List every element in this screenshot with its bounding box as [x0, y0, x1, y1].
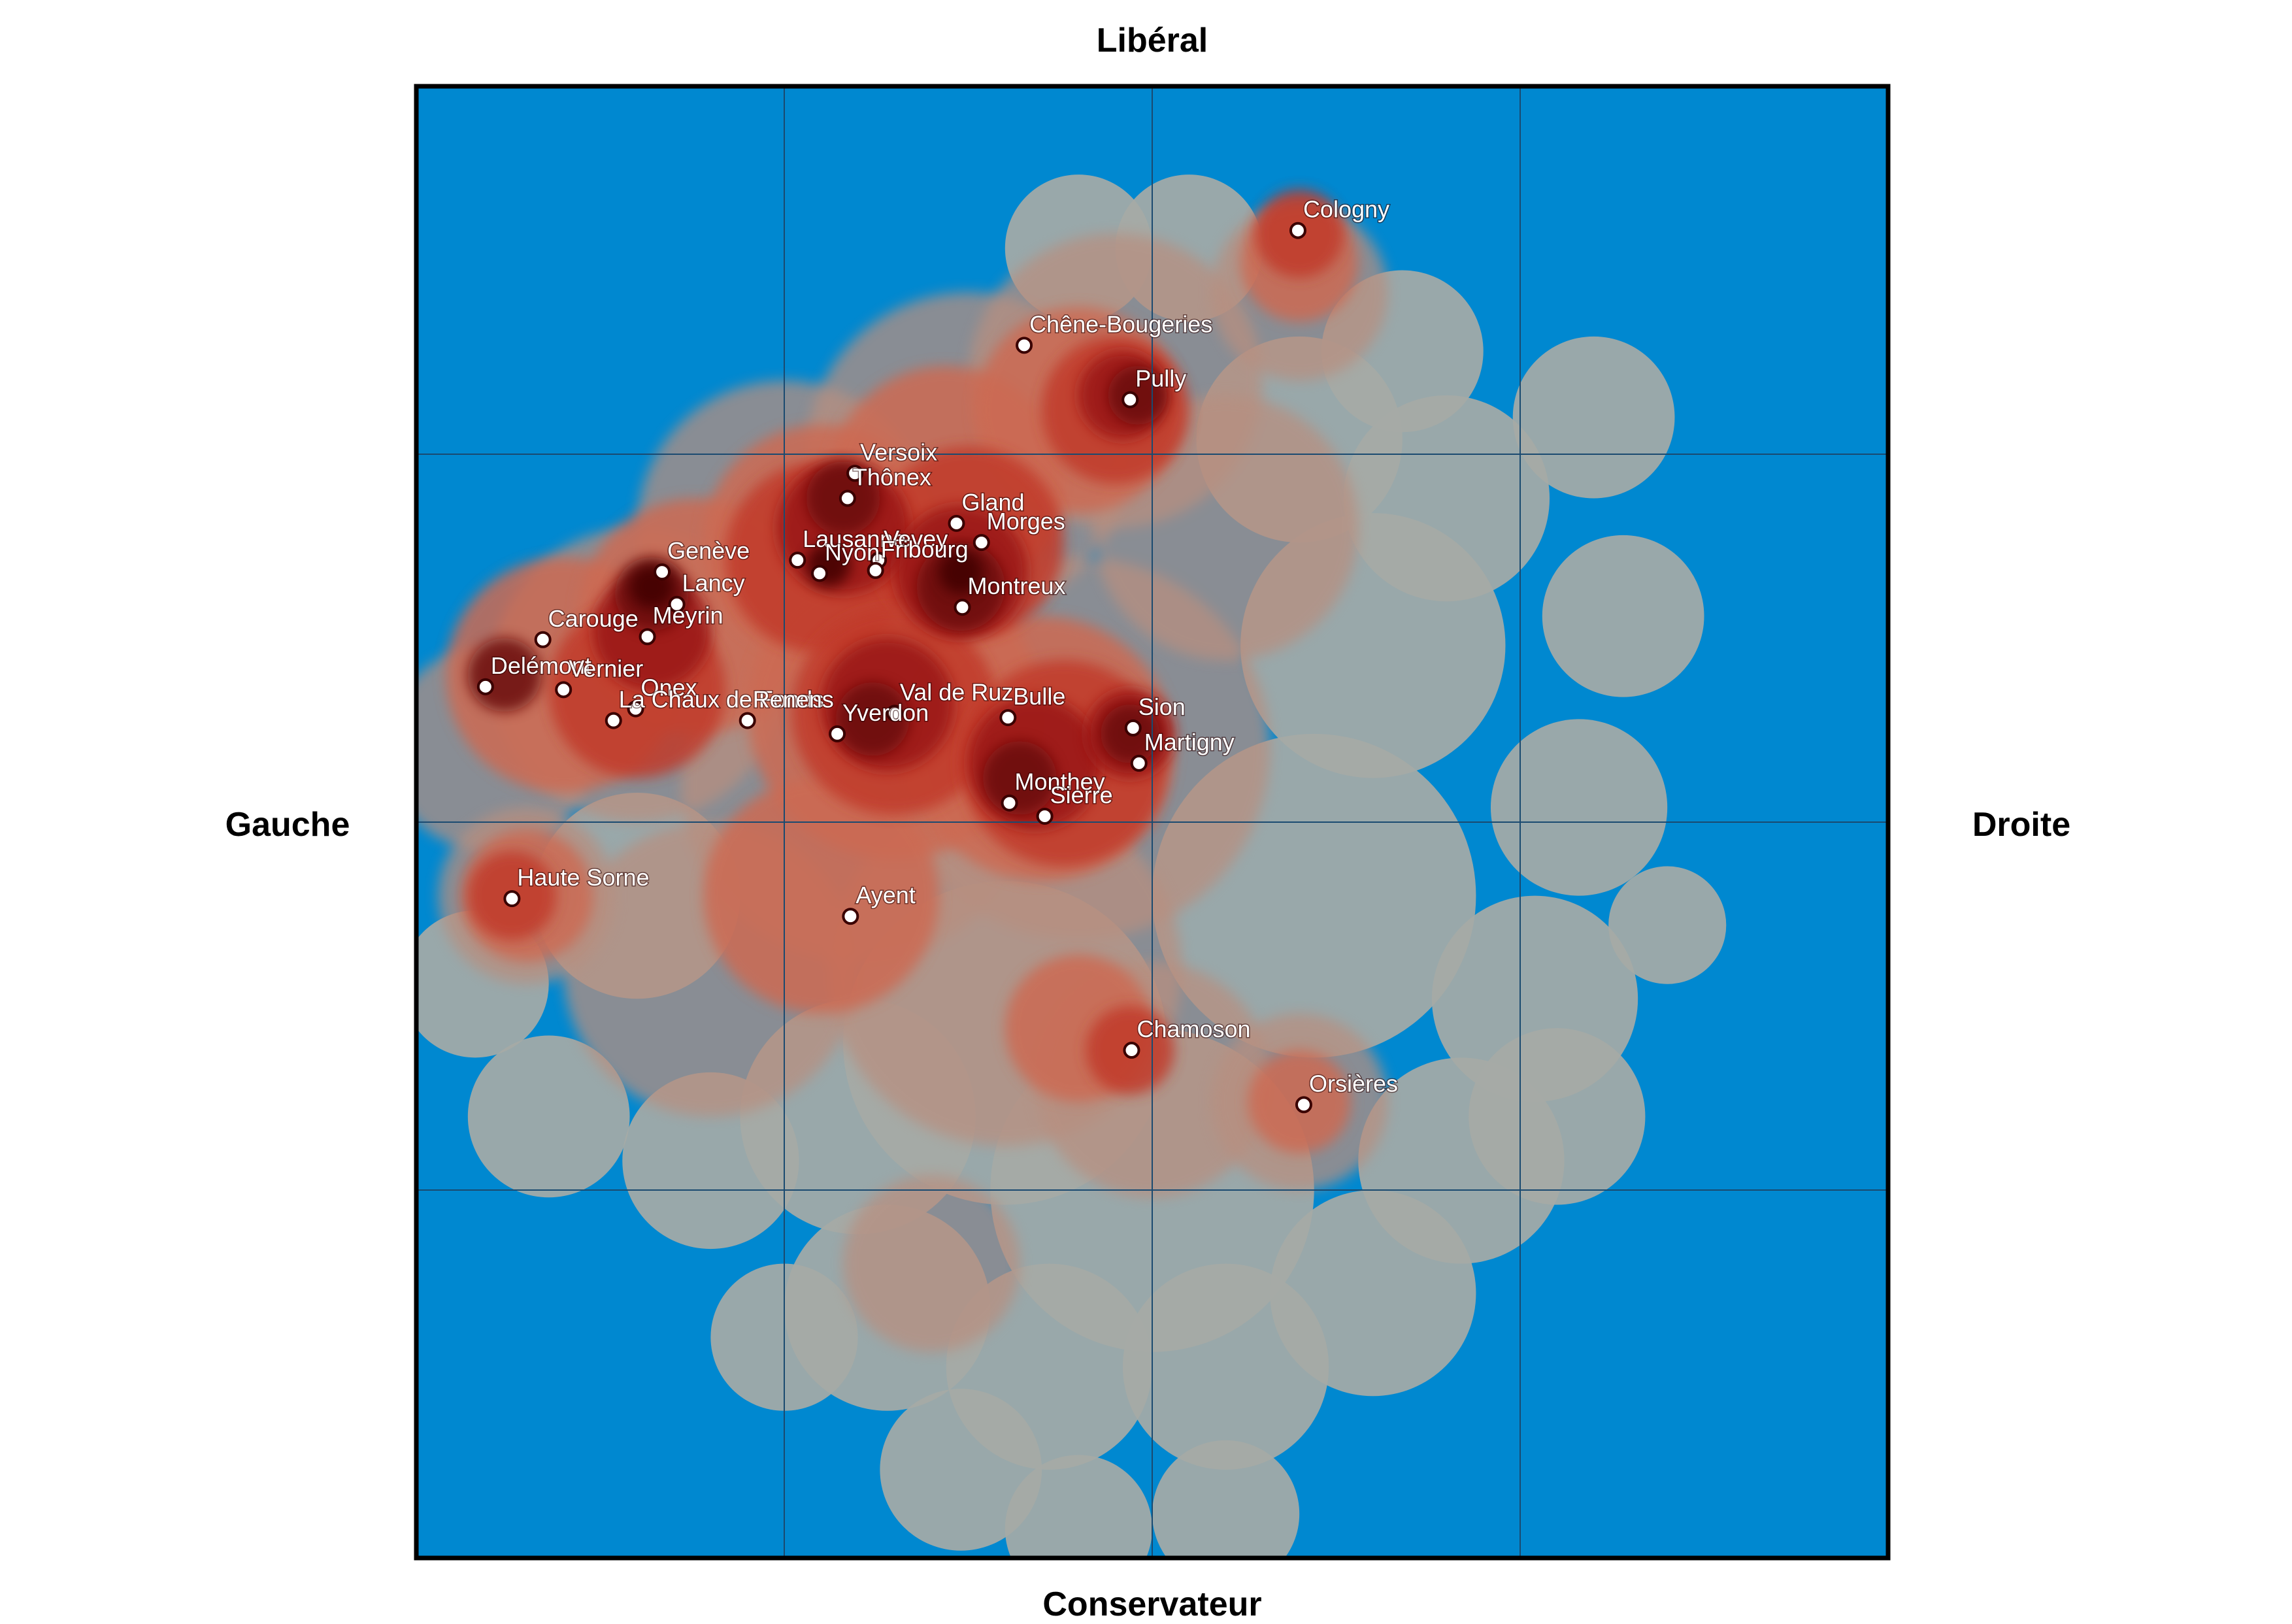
- city-label: Genève: [667, 537, 750, 564]
- city-point: [789, 552, 806, 569]
- density-blob: [1490, 719, 1668, 896]
- city-points: [476, 222, 1312, 1114]
- city-point: [555, 681, 573, 699]
- city-point: [811, 565, 829, 582]
- city-label: Martigny: [1144, 729, 1235, 755]
- axis-label-bottom: Conservateur: [1042, 1585, 1262, 1623]
- city-point: [534, 631, 552, 648]
- grid-lines: [416, 86, 1888, 1558]
- city-label: Montreux: [967, 572, 1065, 599]
- density-blob: [1152, 1440, 1300, 1558]
- city-point: [846, 465, 864, 482]
- city-point: [948, 514, 965, 532]
- city-point: [668, 595, 686, 613]
- city-point: [1016, 337, 1033, 354]
- city-label: Lausanne: [803, 525, 906, 552]
- city-point: [476, 678, 494, 695]
- city-label: La Chaux de Fonds: [619, 686, 824, 713]
- city-labels: Cologny Chêne-Bougeries Pully VersoixThônex…: [490, 195, 1399, 1098]
- density-blob: [1469, 1028, 1646, 1205]
- city-label: Morges: [987, 508, 1065, 535]
- city-point: [1123, 1042, 1140, 1059]
- city-label: Bulle: [1013, 683, 1065, 710]
- city-label: Chêne-Bougeries: [1029, 310, 1212, 337]
- city-label: Meyrin: [653, 602, 723, 629]
- city-label: Nyon: [825, 539, 880, 565]
- city-label: Renens: [753, 686, 834, 713]
- axis-label-left: Gauche: [225, 806, 350, 844]
- city-label: Lancy: [682, 570, 745, 597]
- city-label: Chamoson: [1137, 1016, 1250, 1042]
- city-point: [1124, 719, 1142, 737]
- city-point: [627, 700, 644, 718]
- city-point: [605, 712, 622, 729]
- axis-label-right: Droite: [1972, 806, 2071, 844]
- city-point: [654, 563, 671, 581]
- city-point: [867, 561, 884, 579]
- city-label: Ayent: [855, 882, 915, 908]
- city-label: Gland: [961, 489, 1024, 516]
- city-point: [999, 709, 1017, 727]
- city-point: [1001, 794, 1018, 812]
- city-label: Haute Sorne: [517, 864, 649, 891]
- city-label: Delémont: [491, 652, 591, 679]
- city-label: Onex: [641, 674, 697, 701]
- city-point: [1289, 222, 1306, 239]
- density-blob: [1542, 535, 1704, 697]
- density-blob: [1608, 866, 1727, 984]
- city-point: [639, 628, 656, 646]
- city-label: Thônex: [853, 464, 931, 491]
- density-blob: [703, 778, 939, 1014]
- city-label: Yverdon: [842, 699, 929, 726]
- city-label: Cologny: [1303, 196, 1389, 223]
- city-point: [839, 489, 856, 507]
- density-blob: [938, 550, 984, 594]
- city-point: [842, 908, 859, 925]
- city-label: Pully: [1135, 365, 1186, 392]
- city-point: [829, 725, 846, 742]
- city-point: [1295, 1096, 1312, 1114]
- density-blob: [835, 682, 910, 756]
- city-label: Fribourg: [881, 536, 969, 563]
- city-point: [1121, 391, 1139, 408]
- city-label: Monthey: [1015, 769, 1105, 795]
- city-label: Orsières: [1309, 1070, 1398, 1097]
- axis-label-top: Libéral: [1096, 22, 1208, 59]
- city-label: Versoix: [860, 439, 937, 465]
- city-point: [886, 704, 903, 722]
- density-blob: [1005, 1455, 1152, 1558]
- city-point: [954, 599, 971, 616]
- density-blob: [983, 741, 1057, 815]
- plot-frame: [414, 84, 1891, 1561]
- city-point: [503, 890, 521, 908]
- density-blob: [1512, 336, 1675, 499]
- density-blob: [467, 1035, 630, 1198]
- city-label: Carouge: [548, 605, 639, 632]
- density-blob: [843, 1175, 1020, 1352]
- city-point: [1036, 807, 1054, 825]
- density-blob: [880, 1389, 1042, 1551]
- city-point: [972, 534, 990, 552]
- city-point: [739, 712, 756, 729]
- city-point: [1130, 754, 1148, 772]
- city-label: Val de Ruz: [900, 678, 1013, 705]
- city-label: Sion: [1138, 693, 1186, 720]
- city-label: Sierre: [1050, 782, 1113, 808]
- city-label: Vernier: [569, 655, 643, 682]
- city-label: Vevey: [884, 525, 948, 552]
